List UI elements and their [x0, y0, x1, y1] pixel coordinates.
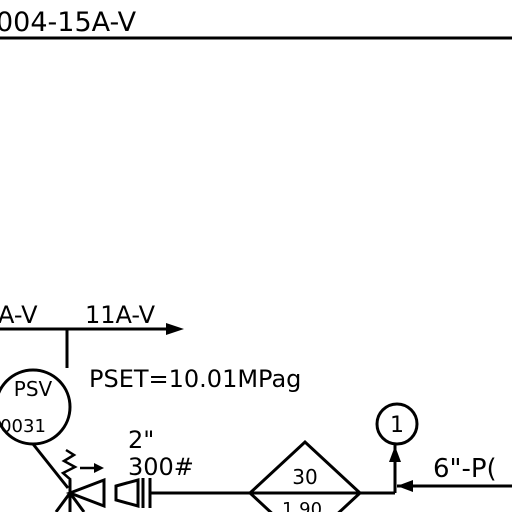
psv-bubble-leader — [31, 443, 70, 489]
spring-arrow-head — [94, 463, 104, 473]
valve-lower-leg — [54, 492, 72, 513]
valve-lower-leg-2 — [68, 492, 86, 513]
diamond-top-label: 30 — [292, 465, 317, 489]
right-pipe-arrow — [397, 480, 413, 492]
reference-balloon — [375, 402, 419, 446]
line-label-left: A-V — [0, 301, 38, 329]
line-label-right: 11A-V — [85, 301, 156, 329]
psv-number-label: 0031 — [0, 416, 46, 437]
riser-arrow — [389, 446, 401, 462]
header-flow-arrow — [166, 323, 184, 335]
psv-type-label: PSV — [14, 377, 53, 401]
inlet-rating-label: 300# — [128, 453, 194, 481]
balloon-number: 1 — [390, 413, 404, 438]
reducer-icon — [114, 478, 140, 508]
diamond-bottom-label: 1.90 — [282, 499, 322, 512]
right-pipe-label: 6"-P( — [433, 454, 497, 484]
inlet-size-label: 2" — [128, 426, 154, 454]
pset-label: PSET=10.01MPag — [89, 365, 301, 393]
top-line-label: 004-15A-V — [0, 7, 137, 38]
psv-valve-body-icon — [65, 477, 106, 509]
psv-spring-icon — [60, 448, 78, 481]
